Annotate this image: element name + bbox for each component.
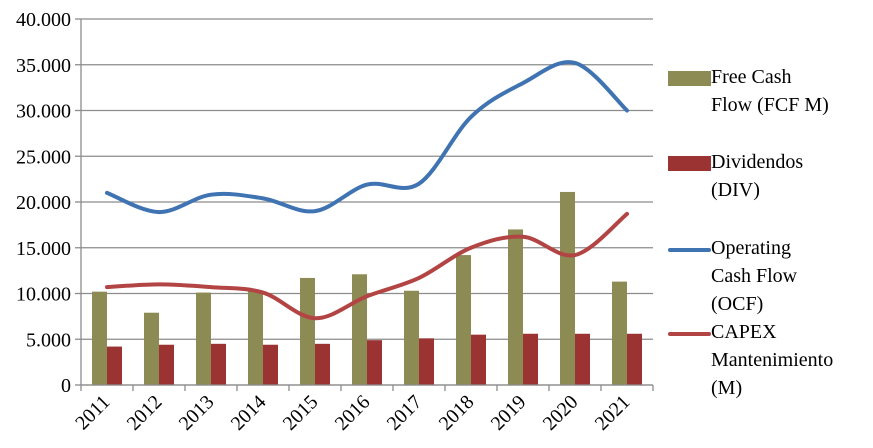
legend-swatch-ocf [668, 248, 711, 252]
legend-label-fcf-line-1: Free Cash [711, 66, 792, 88]
line-capex [105, 211, 629, 321]
legend-item-fcf: Free Cash Flow (FCF M) [668, 66, 829, 119]
bar-fcf [612, 281, 627, 385]
bar-fcf [560, 191, 575, 385]
bar-fcf [456, 255, 471, 385]
legend-label-fcf-line-2: Flow (FCF M) [711, 94, 829, 116]
y-tick-label: 40.000 [16, 9, 71, 31]
y-tick-label: 30.000 [16, 101, 71, 123]
legend-label-capex-line-3: (M) [711, 377, 743, 399]
bar-fcf [248, 290, 263, 385]
legend-label-div: Dividendos (DIV) [711, 148, 803, 204]
grid-layer [81, 18, 653, 386]
y-tick-label: 15.000 [16, 238, 71, 260]
x-tick-label: 2018 [435, 391, 479, 435]
x-tick-label: 2014 [227, 391, 271, 435]
y-tick-label: 0 [61, 375, 71, 397]
x-tick-label: 2015 [279, 391, 323, 435]
bar-layer [92, 191, 642, 385]
legend-label-div-line-2: (DIV) [711, 179, 760, 201]
legend-item-capex: CAPEX Mantenimiento (M) [668, 321, 833, 402]
x-tick-label: 2013 [175, 391, 219, 435]
bar-div [523, 333, 538, 385]
chart-legend: Free Cash Flow (FCF M) Dividendos (DIV) … [668, 0, 873, 443]
bar-fcf [144, 312, 159, 385]
bar-div [107, 346, 122, 385]
line-layer [105, 60, 629, 321]
y-tick-label: 20.000 [16, 192, 71, 214]
line-ocf [105, 60, 629, 215]
x-tick-label: 2021 [591, 391, 635, 435]
bar-div [211, 343, 226, 385]
legend-swatch-capex [668, 332, 711, 336]
x-tick-label: 2016 [331, 391, 375, 435]
legend-label-ocf-line-1: Operating [711, 237, 791, 259]
x-tick-label: 2011 [71, 391, 114, 434]
y-tick-label: 10.000 [16, 284, 71, 306]
bar-fcf [352, 274, 367, 385]
legend-label-fcf: Free Cash Flow (FCF M) [711, 63, 829, 119]
bar-fcf [196, 292, 211, 385]
legend-item-ocf: Operating Cash Flow (OCF) [668, 237, 797, 318]
bar-div [367, 340, 382, 385]
bar-div [263, 344, 278, 385]
bar-fcf [404, 290, 419, 385]
legend-label-div-line-1: Dividendos [711, 151, 804, 173]
legend-label-ocf: Operating Cash Flow (OCF) [711, 234, 797, 318]
bar-div [159, 344, 174, 385]
bar-fcf [508, 229, 523, 385]
legend-label-ocf-line-3: (OCF) [711, 293, 764, 315]
legend-label-capex: CAPEX Mantenimiento (M) [711, 318, 833, 402]
legend-label-capex-line-2: Mantenimiento [711, 349, 834, 371]
legend-label-ocf-line-2: Cash Flow [711, 265, 798, 287]
x-tick-label: 2020 [539, 391, 583, 435]
bar-fcf [300, 277, 315, 385]
bar-div [471, 334, 486, 385]
x-tick-label: 2019 [487, 391, 531, 435]
legend-swatch-fcf [668, 71, 711, 86]
legend-item-div: Dividendos (DIV) [668, 151, 803, 204]
x-tick-label: 2012 [123, 391, 167, 435]
bar-div [575, 333, 590, 385]
bar-div [627, 333, 642, 385]
bar-div [419, 338, 434, 385]
y-tick-label: 35.000 [16, 55, 71, 77]
bar-div [315, 343, 330, 385]
legend-label-capex-line-1: CAPEX [711, 321, 777, 343]
bar-fcf [92, 291, 107, 385]
y-tick-label: 5.000 [26, 329, 71, 351]
x-tick-label: 2017 [383, 391, 427, 435]
y-tick-label: 25.000 [16, 146, 71, 168]
legend-swatch-div [668, 156, 711, 171]
